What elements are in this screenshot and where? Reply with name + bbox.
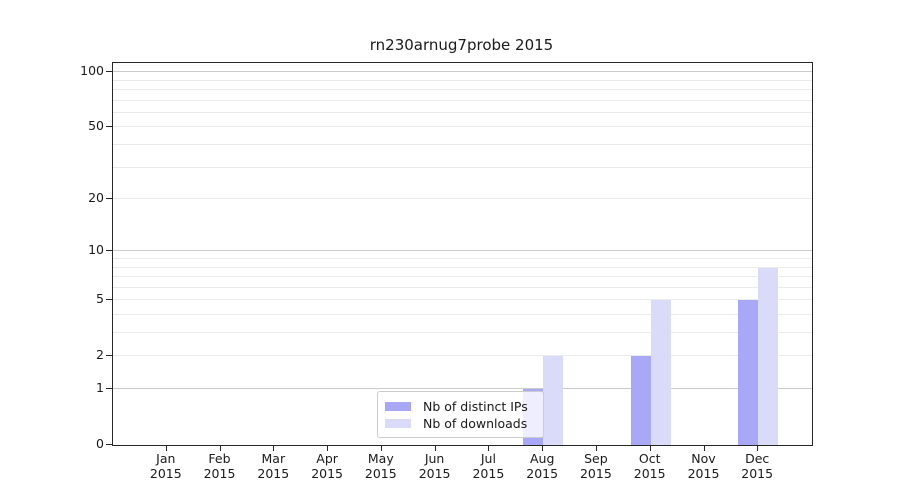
x-tick-label: Apr 2015 [297,451,357,481]
y-tick-mark [106,198,112,199]
bar-oct-distinct-ips [630,356,651,445]
x-tick-mark [488,445,490,451]
legend-label-distinct-ips: Nb of distinct IPs [423,398,528,414]
x-tick-label: Feb 2015 [190,451,250,481]
y-tick-label: 5 [96,291,104,307]
y-minor-gridline [113,88,812,90]
y-gridline [113,198,812,199]
x-tick-label: Sep 2015 [566,451,626,481]
y-gridline [113,355,812,357]
y-minor-gridline [113,276,812,277]
y-tick-mark [106,250,112,252]
legend-label-downloads: Nb of downloads [423,415,528,431]
bar-dec-distinct-ips [738,300,759,445]
x-tick-year: 2015 [579,466,612,481]
x-tick-year: 2015 [526,466,559,481]
x-tick-year: 2015 [311,466,343,481]
y-tick-mark [106,355,112,357]
x-tick-mark [595,445,597,451]
y-minor-gridline [113,313,812,315]
chart-title: rn230arnug7probe 2015 [369,36,554,54]
x-tick-mark [327,445,329,451]
x-tick-mark [649,445,651,451]
x-tick-mark [434,445,436,451]
legend-item-distinct-ips: Nb of distinct IPs [385,398,535,414]
x-tick-year: 2015 [149,466,182,481]
bar-aug-downloads [543,356,564,445]
y-tick-label: 100 [80,63,104,79]
y-minor-gridline [113,332,812,333]
y-minor-gridline [113,143,812,145]
x-tick-label: Jun 2015 [405,451,465,481]
x-tick-year: 2015 [364,466,397,481]
x-tick-label: Jul 2015 [458,451,518,481]
x-tick-year: 2015 [203,466,236,481]
x-tick-mark [380,445,382,451]
x-tick-year: 2015 [687,466,720,481]
x-tick-year: 2015 [418,466,451,481]
y-tick-mark [106,299,112,301]
y-minor-gridline [113,99,812,101]
x-tick-year: 2015 [741,466,774,481]
x-tick-label: Nov 2015 [674,451,734,481]
legend: Nb of distinct IPs Nb of downloads [377,391,544,438]
y-minor-gridline [113,79,812,81]
x-tick-year: 2015 [472,466,505,481]
legend-swatch-downloads-icon [385,418,411,428]
y-tick-label: 2 [96,347,104,363]
x-tick-mark [757,445,759,451]
y-minor-gridline [113,266,812,268]
y-tick-label: 0 [96,436,104,451]
y-tick-label: 1 [96,380,104,395]
x-tick-label: Aug 2015 [512,451,572,481]
y-minor-gridline [113,111,812,113]
x-tick-label: Dec 2015 [727,451,787,481]
y-tick-mark [106,444,112,445]
x-tick-year: 2015 [257,466,290,481]
y-tick-mark [106,126,112,128]
y-tick-label: 20 [88,190,104,205]
y-gridline [113,299,812,301]
y-minor-gridline [113,286,812,288]
y-tick-label: 10 [88,242,104,258]
x-tick-mark [542,445,544,451]
y-gridline [113,250,812,252]
x-tick-label: May 2015 [351,451,411,481]
x-tick-mark [219,445,221,451]
x-tick-label: Oct 2015 [620,451,680,481]
y-gridline [113,388,812,389]
x-tick-label: Jan 2015 [136,451,196,481]
plot-area [112,62,813,446]
x-tick-year: 2015 [633,466,666,481]
y-minor-gridline [113,257,812,259]
bar-oct-downloads [650,300,671,445]
x-tick-mark [273,445,275,451]
legend-swatch-distinct-ips-icon [385,401,411,411]
y-minor-gridline [113,166,812,168]
y-tick-mark [106,71,112,73]
y-gridline [113,126,812,128]
x-tick-mark [703,445,705,451]
bar-dec-downloads [758,267,779,445]
x-tick-mark [165,445,167,451]
y-tick-mark [106,388,112,389]
y-gridline [113,71,812,73]
x-tick-label: Mar 2015 [243,451,303,481]
legend-item-downloads: Nb of downloads [385,415,535,431]
y-tick-label: 50 [88,118,104,134]
